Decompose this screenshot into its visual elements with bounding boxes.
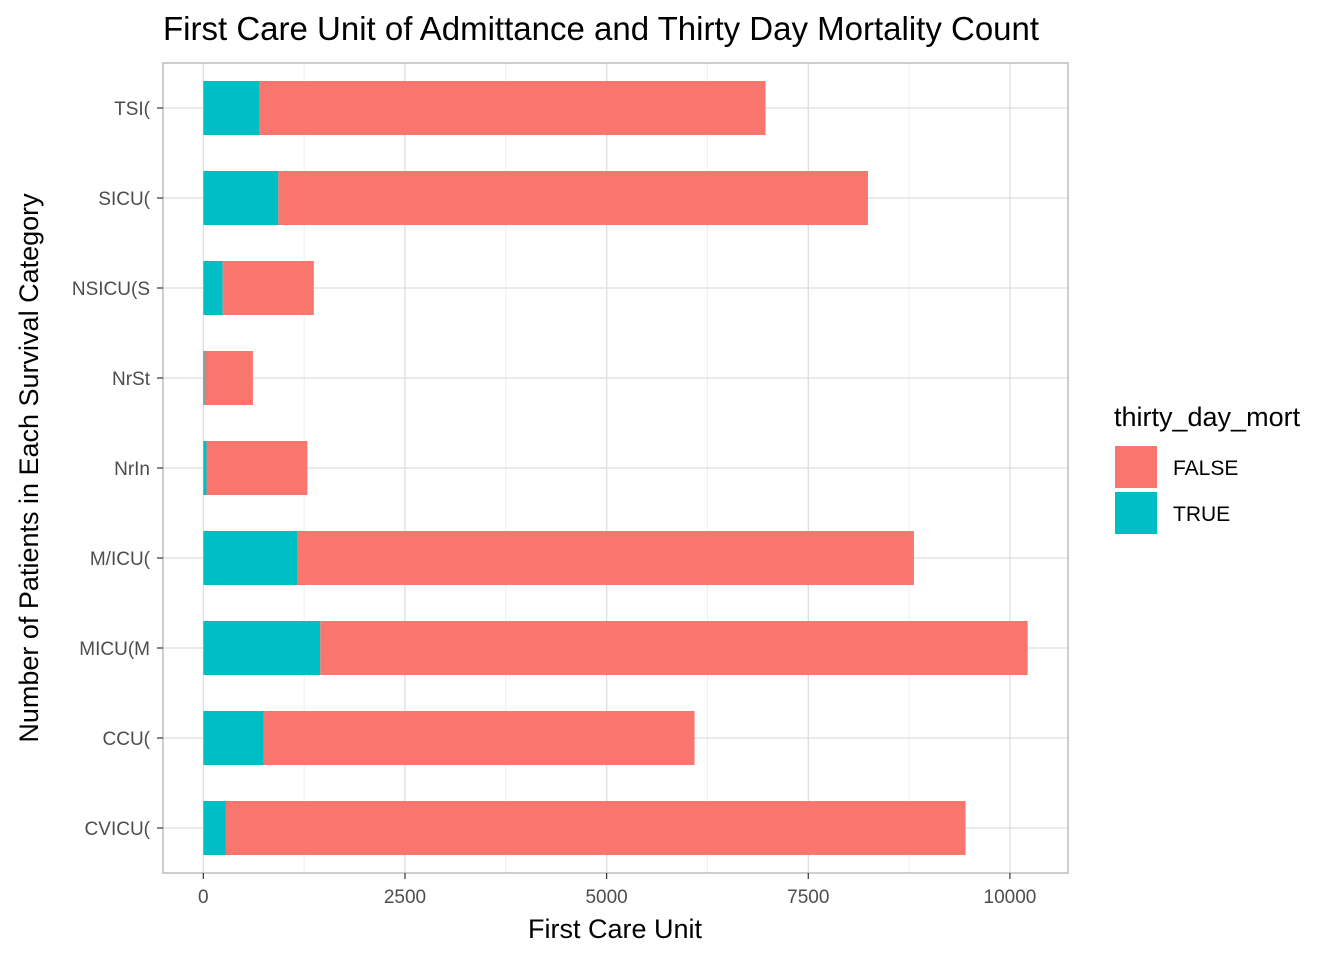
bar-false-nsicus — [222, 261, 314, 315]
legend: thirty_day_mort FALSE TRUE — [1114, 402, 1301, 534]
y-tick-label: TSI( — [114, 99, 151, 120]
bar-false-tsi — [258, 81, 766, 135]
x-tick-label: 7500 — [787, 887, 829, 908]
bar-true-nrin — [203, 441, 207, 495]
x-tick-label: 2500 — [384, 887, 426, 908]
bar-true-tsi — [203, 81, 259, 135]
chart-title: First Care Unit of Admittance and Thirty… — [163, 10, 1039, 47]
legend-swatch-false — [1115, 446, 1157, 488]
y-tick-label: CCU( — [103, 729, 151, 750]
y-tick-label: NSICU(S — [72, 279, 150, 300]
bar-true-nsicus — [203, 261, 223, 315]
y-tick-label: NrIn — [114, 459, 150, 480]
bar-false-cvicu — [225, 801, 966, 855]
bar-true-ccu — [203, 711, 264, 765]
legend-title: thirty_day_mort — [1114, 402, 1301, 432]
x-tick-label: 10000 — [984, 887, 1037, 908]
legend-label-false: FALSE — [1173, 457, 1238, 480]
bar-false-sicu — [278, 171, 868, 225]
legend-label-true: TRUE — [1173, 503, 1230, 526]
bar-true-sicu — [203, 171, 279, 225]
bar-false-nrin — [206, 441, 308, 495]
bar-true-cvicu — [203, 801, 226, 855]
y-tick-label: NrSt — [112, 369, 151, 390]
bar-true-micu — [203, 531, 298, 585]
x-tick-label: 0 — [198, 887, 209, 908]
bars — [203, 81, 1028, 855]
y-tick-label: M/ICU( — [90, 549, 151, 570]
legend-swatch-true — [1115, 492, 1157, 534]
bar-true-nrst — [203, 351, 205, 405]
y-tick-label: CVICU( — [85, 819, 151, 840]
x-tick-label: 5000 — [585, 887, 627, 908]
y-tick-label: MICU(M — [79, 639, 150, 660]
y-axis-title: Number of Patients in Each Survival Cate… — [14, 193, 44, 743]
bar-false-nrst — [204, 351, 253, 405]
bar-false-ccu — [263, 711, 695, 765]
bar-false-micum — [320, 621, 1028, 675]
y-tick-label: SICU( — [98, 189, 150, 210]
x-axis-title: First Care Unit — [528, 914, 703, 944]
bar-true-micum — [203, 621, 321, 675]
bar-false-micu — [297, 531, 914, 585]
x-axis-ticks: 0 2500 5000 7500 10000 — [198, 873, 1036, 908]
y-axis-ticks: CVICU( CCU( MICU(M M/ICU( NrIn NrSt NSICU(S SIC… — [72, 99, 163, 840]
